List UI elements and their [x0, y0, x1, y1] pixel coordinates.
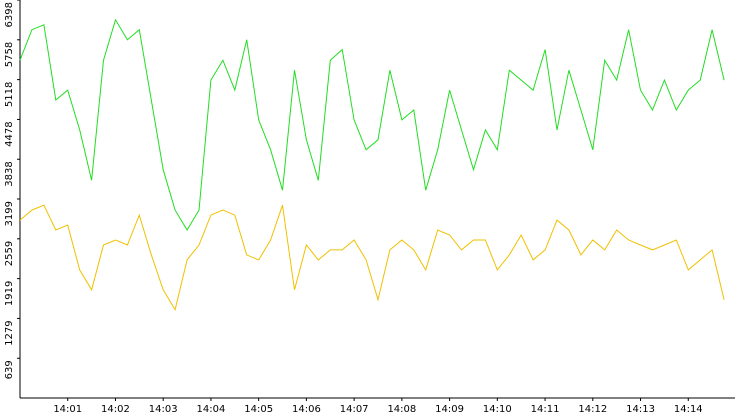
- x-tick-label: 14:02: [101, 404, 130, 415]
- y-tick-label: 639: [4, 360, 15, 379]
- x-tick-label: 14:03: [149, 404, 178, 415]
- x-tick-label: 14:08: [387, 404, 416, 415]
- x-tick-label: 14:09: [435, 404, 464, 415]
- x-tick-label: 14:05: [244, 404, 273, 415]
- x-tick-label: 14:11: [531, 404, 560, 415]
- x-tick-label: 14:13: [626, 404, 655, 415]
- y-tick-label: 2559: [4, 241, 15, 266]
- x-tick-label: 14:06: [292, 404, 321, 415]
- y-tick-label: 3838: [4, 161, 15, 186]
- x-tick-label: 14:04: [197, 404, 226, 415]
- y-tick-label: 5118: [4, 82, 15, 107]
- y-tick-label: 5758: [4, 42, 15, 67]
- y-tick-label: 1919: [4, 281, 15, 306]
- y-tick-label: 4478: [4, 121, 15, 146]
- x-tick-label: 14:12: [578, 404, 607, 415]
- line-series: [19, 204, 725, 312]
- y-tick-label: 3199: [4, 201, 15, 226]
- line-series: [19, 18, 725, 231]
- x-tick-label: 14:14: [674, 404, 703, 415]
- x-tick-label: 14:10: [483, 404, 512, 415]
- x-tick-label: 14:01: [53, 404, 82, 415]
- y-tick-label: 6398: [4, 2, 15, 27]
- y-tick-label: 1279: [4, 320, 15, 345]
- x-tick-label: 14:07: [340, 404, 369, 415]
